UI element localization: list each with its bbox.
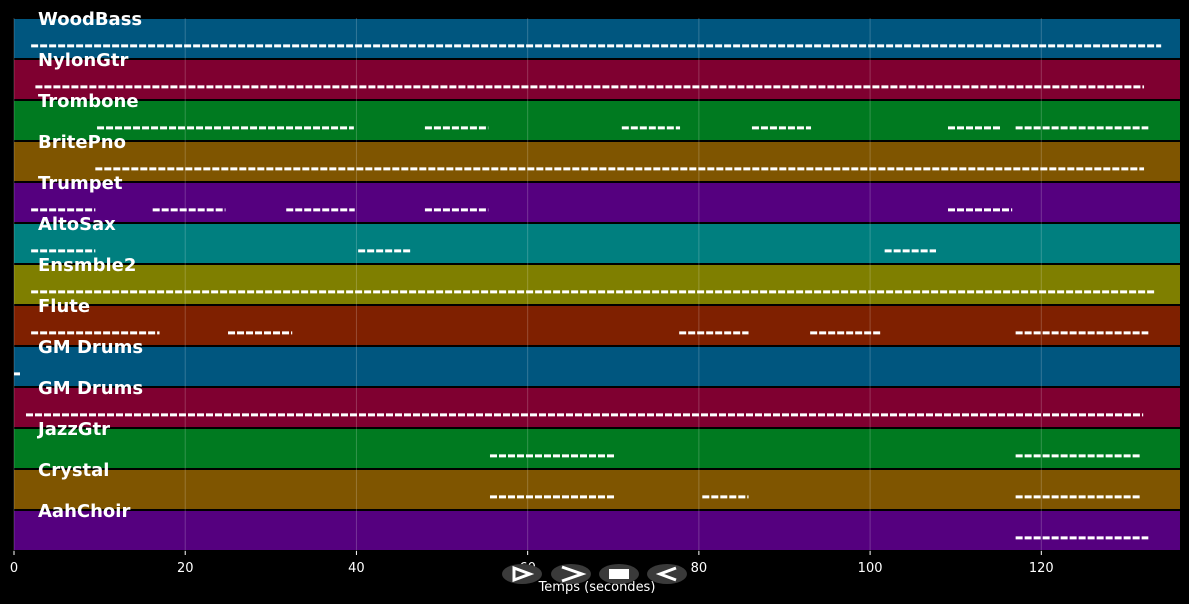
track-row [14,101,1180,140]
track-name: NylonGtr [38,50,129,71]
track-name: Trombone [38,91,139,112]
track-row [14,347,1180,386]
track-name: JazzGtr [36,419,110,440]
track-row [14,388,1180,427]
track-row [14,142,1180,181]
x-tick-label: 0 [10,561,18,576]
x-tick-label: 40 [348,561,365,576]
x-tick-label: 100 [858,561,883,576]
track-name: GM Drums [38,337,143,358]
track-name: Flute [38,296,90,317]
track-row [14,19,1180,58]
x-tick-label: 120 [1029,561,1054,576]
grid [13,18,1042,551]
track-name: AltoSax [38,214,116,235]
playback-controls [502,564,687,584]
play-button[interactable] [502,564,542,584]
track-row [14,265,1180,304]
track-name: AahChoir [38,501,130,522]
x-axis-label: Temps (secondes) [538,580,656,595]
tracks [14,19,1180,550]
track-name: Ensmble2 [38,255,136,276]
track-row [14,60,1180,99]
track-name: GM Drums [38,378,143,399]
track-name: BritePno [38,132,126,153]
track-row [14,306,1180,345]
forward-button[interactable] [551,564,591,584]
back-button[interactable] [647,564,687,584]
track-name: Trumpet [38,173,123,194]
track-row [14,224,1180,263]
x-axis: 020406080100120 [10,551,1054,576]
track-labels: WoodBass NylonGtr Trombone BritePno Trumpet A… [36,9,143,522]
track-name: Crystal [38,460,109,481]
track-row [14,429,1180,468]
x-tick-label: 80 [691,561,708,576]
x-tick-label: 20 [177,561,194,576]
track-name: WoodBass [38,9,142,30]
track-row [14,183,1180,222]
stop-button[interactable] [599,564,639,584]
track-row [14,470,1180,509]
notes [14,44,1162,540]
track-row [14,511,1180,550]
